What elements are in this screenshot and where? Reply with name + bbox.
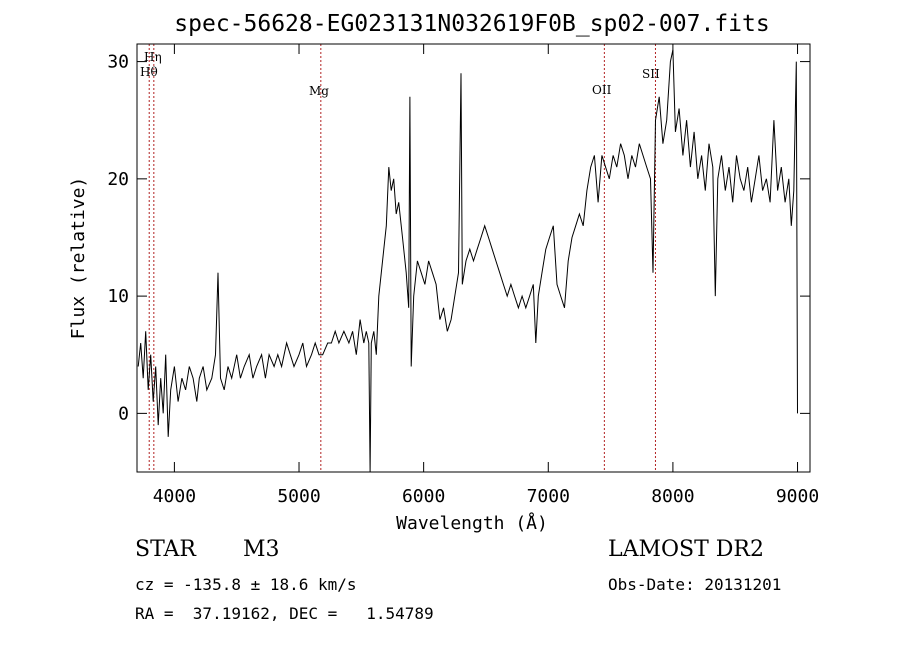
x-axis-label: Wavelength (Å) xyxy=(396,512,548,534)
spectral-line-label: Hη xyxy=(144,50,162,64)
x-axis-ticks: 4000 5000 6000 7000 8000 9000 xyxy=(153,44,819,507)
object-subclass: M3 xyxy=(243,537,280,562)
spectral-line-label: Mg xyxy=(309,84,329,98)
y-tick-label: 30 xyxy=(107,52,129,73)
flux-series-line xyxy=(137,49,798,473)
observation-date: Obs-Date: 20131201 xyxy=(608,575,782,594)
redshift-text: cz = -135.8 ± 18.6 km/s xyxy=(135,575,357,594)
y-tick-label: 0 xyxy=(118,403,129,424)
spectral-line-label: Hθ xyxy=(140,65,158,79)
x-tick-label: 8000 xyxy=(651,486,694,507)
x-tick-label: 4000 xyxy=(153,486,196,507)
y-tick-label: 10 xyxy=(107,286,129,307)
survey-name: LAMOST DR2 xyxy=(608,537,764,562)
y-tick-label: 20 xyxy=(107,169,129,190)
x-tick-label: 6000 xyxy=(402,486,445,507)
x-tick-label: 9000 xyxy=(776,486,819,507)
y-axis-label: Flux (relative) xyxy=(68,177,89,340)
y-axis-ticks: 0 10 20 30 xyxy=(107,52,810,424)
x-tick-label: 5000 xyxy=(277,486,320,507)
spectral-line-label: OII xyxy=(592,83,612,97)
coordinates-text: RA = 37.19162, DEC = 1.54789 xyxy=(135,604,434,623)
spectral-line-label: SII xyxy=(642,67,660,81)
chart-title: spec-56628-EG023131N032619F0B_sp02-007.f… xyxy=(174,11,769,37)
x-tick-label: 7000 xyxy=(527,486,570,507)
object-class: STAR xyxy=(135,537,196,562)
plot-frame xyxy=(136,43,811,473)
